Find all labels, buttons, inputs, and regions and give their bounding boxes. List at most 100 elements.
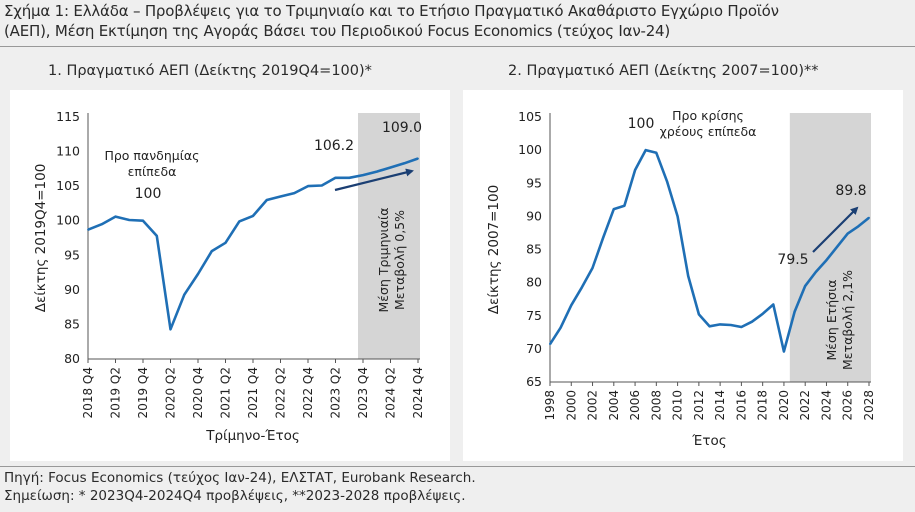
data-point bbox=[719, 323, 722, 326]
y-tick-label: 115 bbox=[56, 109, 80, 124]
data-point bbox=[612, 208, 615, 210]
data-point bbox=[320, 184, 323, 187]
data-point bbox=[644, 149, 647, 152]
data-point bbox=[825, 259, 828, 261]
data-point bbox=[836, 245, 838, 248]
x-tick-label: 2028 bbox=[862, 390, 876, 421]
data-point bbox=[655, 151, 658, 154]
x-tick-label: 2021 Q4 bbox=[246, 367, 260, 418]
data-point bbox=[362, 174, 364, 176]
data-point bbox=[708, 325, 711, 328]
y-tick-label: 65 bbox=[526, 374, 542, 389]
chart2-title: 2. Πραγματικό ΑΕΠ (Δείκτης 2007=100)** bbox=[508, 63, 819, 79]
x-tick-label: 2002 bbox=[586, 390, 600, 421]
x-tick-label: 2014 bbox=[713, 390, 727, 421]
pre-crisis-label: Προ κρίσης χρέους επίπεδα bbox=[660, 108, 757, 139]
data-point bbox=[814, 271, 817, 273]
figure-title-line-1: Σχήμα 1: Ελλάδα – Προβλέψεις για το Τριμ… bbox=[4, 2, 779, 20]
data-point bbox=[142, 219, 144, 222]
y-tick-label: 70 bbox=[526, 341, 542, 356]
data-point bbox=[666, 180, 668, 183]
x-tick-label: 2022 bbox=[798, 390, 812, 421]
data-point bbox=[183, 293, 186, 296]
y-axis-title: Δείκτης 2007=100 bbox=[486, 185, 502, 314]
data-point bbox=[761, 312, 764, 315]
y-tick-label: 75 bbox=[526, 308, 542, 323]
x-tick-label: 2010 bbox=[671, 390, 685, 421]
data-point bbox=[570, 304, 573, 307]
shaded-label-line2: Μεταβολή 0,5% bbox=[392, 210, 407, 310]
data-point bbox=[334, 176, 337, 179]
data-point bbox=[623, 204, 626, 207]
data-point bbox=[804, 285, 807, 287]
data-point bbox=[783, 350, 785, 353]
x-tick-label: 2012 bbox=[692, 390, 706, 421]
x-tick-label: 1998 bbox=[543, 390, 557, 421]
y-tick-label: 95 bbox=[526, 175, 542, 190]
peak-value: 100 bbox=[628, 116, 655, 132]
data-point bbox=[549, 343, 551, 346]
data-point bbox=[751, 320, 753, 323]
figure-title-line-2: (ΑΕΠ), Μέση Εκτίμηση της Αγοράς Βάσει το… bbox=[4, 22, 671, 40]
x-tick-label: 2004 bbox=[607, 390, 621, 421]
data-point bbox=[307, 185, 309, 188]
data-point bbox=[279, 195, 282, 198]
trend-arrow bbox=[334, 168, 414, 192]
data-point bbox=[87, 228, 89, 231]
data-point bbox=[581, 286, 583, 289]
chart1-title: 1. Πραγματικό ΑΕΠ (Δείκτης 2019Q4=100)* bbox=[48, 63, 372, 79]
pre-pandemic-value: 100 bbox=[135, 186, 162, 202]
y-tick-label: 105 bbox=[518, 109, 542, 124]
x-tick-label: 2006 bbox=[628, 390, 642, 421]
data-point bbox=[417, 157, 419, 160]
data-point bbox=[591, 267, 594, 269]
y-tick-label: 85 bbox=[526, 242, 542, 257]
data-point bbox=[155, 235, 158, 237]
x-tick-label: 2023 Q4 bbox=[356, 367, 370, 418]
y-tick-label: 100 bbox=[56, 213, 80, 228]
data-point bbox=[375, 170, 378, 173]
footer-divider bbox=[0, 466, 915, 467]
x-tick-label: 2022 Q2 bbox=[274, 367, 288, 418]
forecast-note: Σημείωση: * 2023Q4-2024Q4 προβλέψεις, **… bbox=[4, 488, 466, 504]
data-point bbox=[252, 214, 254, 217]
y-axis-title: Δείκτης 2019Q4=100 bbox=[33, 164, 49, 313]
title-divider bbox=[0, 46, 915, 47]
chart2-panel: 65 70 75 80 85 90 95 100 105 1998 2000 2002 2004 2006… bbox=[463, 90, 903, 461]
chart1-panel: 80 85 90 95 100 105 110 115 2018 Q4 2019 Q2 2019 Q… bbox=[10, 90, 450, 461]
y-tick-label: 80 bbox=[64, 351, 80, 366]
data-point bbox=[729, 324, 732, 326]
shaded-label-line1: Μέση Τριμηνιαία bbox=[376, 208, 391, 313]
x-tick-label: 2018 Q4 bbox=[81, 367, 95, 418]
data-point bbox=[265, 199, 268, 201]
forecast-shade bbox=[358, 113, 420, 359]
x-tick-label: 2024 Q4 bbox=[411, 367, 425, 418]
x-tick-label: 2023 Q2 bbox=[329, 367, 343, 418]
x-tick-label: 2020 Q2 bbox=[164, 367, 178, 418]
data-point bbox=[293, 192, 296, 194]
x-tick-label: 2019 Q2 bbox=[109, 367, 123, 418]
value-2022: 79.5 bbox=[777, 252, 808, 268]
data-point bbox=[602, 236, 605, 239]
value-2024q4: 109.0 bbox=[382, 120, 422, 136]
y-tick-label: 90 bbox=[526, 208, 542, 223]
data-point bbox=[634, 169, 636, 171]
x-tick-label: 2016 bbox=[734, 390, 748, 421]
data-point bbox=[210, 250, 213, 253]
data-point bbox=[793, 310, 796, 313]
data-point bbox=[857, 225, 860, 228]
data-point bbox=[868, 216, 870, 219]
data-point bbox=[114, 215, 117, 218]
trend-arrow bbox=[812, 206, 859, 253]
chart1-svg: 80 85 90 95 100 105 110 115 2018 Q4 2019 Q2 2019 Q… bbox=[33, 109, 425, 444]
x-tick-label: 2018 bbox=[756, 390, 770, 421]
data-point bbox=[772, 303, 775, 306]
y-tick-label: 105 bbox=[56, 178, 80, 193]
data-point bbox=[403, 162, 406, 165]
x-tick-label: 2024 bbox=[819, 390, 833, 421]
x-tick-label: 2024 Q2 bbox=[384, 367, 398, 418]
y-tick-label: 100 bbox=[518, 142, 542, 157]
shaded-label-line2: Μεταβολή 2,1% bbox=[840, 270, 855, 370]
data-point bbox=[389, 166, 392, 169]
x-tick-label: 2026 bbox=[841, 390, 855, 421]
